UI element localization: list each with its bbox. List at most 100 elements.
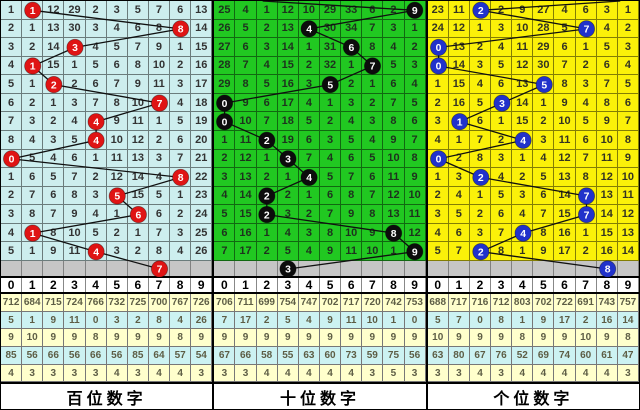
stat-cell: 52 xyxy=(512,347,534,365)
miss-count-cell: 1 xyxy=(512,242,534,261)
miss-count-cell: 12 xyxy=(512,56,534,76)
miss-count-cell: 10 xyxy=(148,56,171,76)
pending-cell xyxy=(107,261,128,276)
miss-count-cell: 4 xyxy=(512,205,534,224)
panel-label-text: 百位数字 xyxy=(66,390,147,408)
stat-cell: 691 xyxy=(575,294,597,312)
stat-cell: 722 xyxy=(554,294,576,312)
stat-cell: 8 xyxy=(148,311,171,330)
stat-cell: 85 xyxy=(127,347,149,365)
stat-cell: 5 xyxy=(383,364,405,383)
pending-cell xyxy=(362,261,384,276)
miss-count-cell: 6 xyxy=(362,168,384,187)
stat-cell: 9 xyxy=(235,329,257,348)
stat-cell: 63 xyxy=(427,347,449,365)
miss-count-cell: 7 xyxy=(575,149,597,169)
miss-count-cell: 5 xyxy=(43,168,65,187)
stat-cell: 10 xyxy=(362,311,384,330)
miss-count-cell: 8 xyxy=(554,75,576,94)
miss-count-cell: 4 xyxy=(491,38,513,57)
miss-count-cell: 4 xyxy=(533,149,555,169)
panel-label-text: 个位数字 xyxy=(493,390,574,408)
miss-count-cell: 13 xyxy=(191,1,213,20)
miss-count-cell xyxy=(22,223,44,243)
miss-count-cell: 7 xyxy=(491,223,513,243)
miss-count-cell: 29 xyxy=(214,75,236,94)
miss-count-cell: 4 xyxy=(85,205,107,224)
digit-header-cell: 0 xyxy=(1,278,23,292)
miss-count-cell: 5 xyxy=(491,186,513,206)
miss-count-cell: 1 xyxy=(85,149,107,169)
miss-count-cell: 30 xyxy=(319,19,342,39)
miss-count-cell: 1 xyxy=(170,186,192,206)
miss-count-cell: 19 xyxy=(277,130,299,150)
miss-count-cell: 7 xyxy=(235,56,257,76)
miss-count-cell: 6 xyxy=(575,1,597,20)
stat-cell: 8 xyxy=(617,329,639,348)
stat-cell: 74 xyxy=(554,347,576,365)
miss-count-cell: 8 xyxy=(127,56,149,76)
miss-count-cell: 2 xyxy=(256,242,278,261)
miss-count-cell: 9 xyxy=(383,130,405,150)
miss-count-cell: 11 xyxy=(448,1,470,20)
miss-count-cell: 2 xyxy=(170,56,192,76)
pending-cell xyxy=(1,261,23,276)
pending-cell xyxy=(299,261,320,276)
pending-cell xyxy=(405,261,426,276)
miss-count-cell: 9 xyxy=(596,112,618,131)
stat-cell: 7 xyxy=(448,311,470,330)
stat-cell: 767 xyxy=(170,294,192,312)
miss-count-cell: 29 xyxy=(533,38,555,57)
miss-count-cell: 12 xyxy=(235,149,257,169)
stat-cell: 5 xyxy=(427,311,449,330)
stat-cell: 69 xyxy=(533,347,555,365)
miss-count-cell: 2 xyxy=(170,205,192,224)
stat-cell: 742 xyxy=(383,294,405,312)
miss-count-cell: 11 xyxy=(512,38,534,57)
miss-count-cell: 8 xyxy=(235,75,257,94)
miss-count-cell xyxy=(85,242,107,261)
miss-count-cell: 4 xyxy=(554,1,576,20)
miss-count-cell: 5 xyxy=(404,93,426,113)
digit-header-cell: 7 xyxy=(362,278,384,292)
stat-cell: 9 xyxy=(148,329,171,348)
miss-count-cell: 7 xyxy=(148,223,171,243)
stat-cell: 9 xyxy=(533,329,555,348)
stat-cell: 702 xyxy=(319,294,342,312)
stat-cell: 4 xyxy=(575,364,597,383)
stat-cell: 75 xyxy=(383,347,405,365)
stat-cell: 4 xyxy=(298,311,320,330)
miss-count-cell xyxy=(512,223,534,243)
pending-row xyxy=(427,261,639,277)
miss-count-cell: 5 xyxy=(362,149,384,169)
miss-count-cell xyxy=(448,112,470,131)
stat-cell: 8 xyxy=(170,329,192,348)
stat-cell: 688 xyxy=(427,294,449,312)
stat-cell: 56 xyxy=(106,347,128,365)
miss-count-cell: 18 xyxy=(277,112,299,131)
miss-count-cell: 16 xyxy=(554,223,576,243)
miss-count-grid: 23 11 2 9 27 4 6 3 1 24 12 1 3 10 28 5 4 2 13 2 4 11 29 6 1 5 3 14 3… xyxy=(427,1,639,261)
miss-count-cell: 5 xyxy=(85,56,107,76)
miss-count-cell: 1 xyxy=(214,130,236,150)
stat-cell: 0 xyxy=(404,311,426,330)
stat-cell: 706 xyxy=(214,294,236,312)
stat-cell: 9 xyxy=(43,329,65,348)
miss-count-cell: 4 xyxy=(64,112,86,131)
miss-count-cell: 12 xyxy=(43,1,65,20)
miss-count-cell: 1 xyxy=(533,93,555,113)
pending-cell xyxy=(278,261,299,276)
miss-count-cell: 5 xyxy=(383,56,405,76)
miss-count-cell: 13 xyxy=(127,149,149,169)
panel-label: 个位数字 xyxy=(427,382,639,409)
stat-cell: 3 xyxy=(617,364,639,383)
miss-count-cell: 15 xyxy=(512,112,534,131)
miss-count-cell xyxy=(533,75,555,94)
miss-count-cell: 9 xyxy=(235,93,257,113)
digit-header-cell: 8 xyxy=(383,278,405,292)
miss-count-cell: 10 xyxy=(127,93,149,113)
